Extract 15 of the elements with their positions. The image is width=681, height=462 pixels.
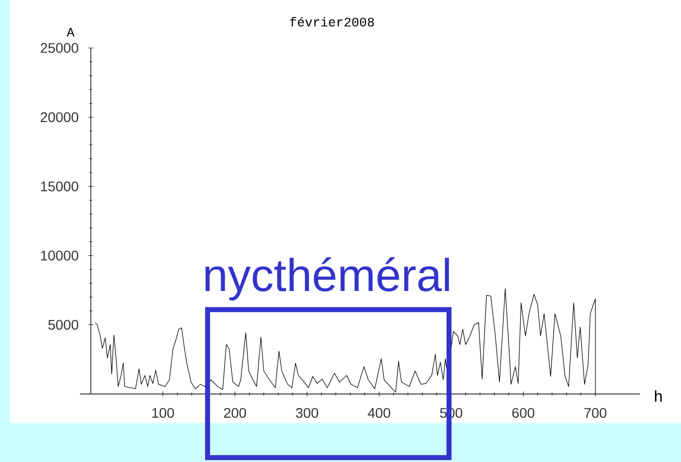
annotation: nycthéméral	[205, 257, 449, 301]
y-tick-label: 25000	[40, 43, 78, 53]
x-tick-label: 400	[368, 408, 390, 418]
x-tick-label: 700	[584, 408, 606, 418]
x-tick-label: 600	[512, 408, 534, 418]
x-axis-title: h	[654, 390, 662, 402]
chart-title: février2008	[290, 16, 374, 26]
x-tick-label: 200	[224, 408, 246, 418]
y-tick-label: 10000	[41, 250, 78, 261]
y-tick-label: 20000	[40, 112, 78, 122]
x-tick-label: 300	[296, 408, 318, 418]
y-tick-label: 15000	[41, 181, 78, 192]
x-tick-label: 100	[152, 408, 174, 418]
y-axis-title: A	[66, 28, 74, 36]
y-tick-label: 5000	[48, 320, 78, 330]
